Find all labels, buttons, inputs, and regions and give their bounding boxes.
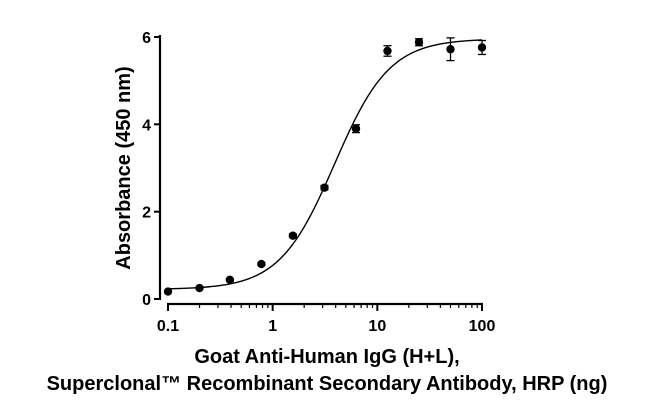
data-point xyxy=(320,183,329,192)
data-point xyxy=(446,45,455,54)
data-point xyxy=(257,259,266,269)
y-tick-label: 4 xyxy=(142,117,151,134)
x-tick-label: 100 xyxy=(469,318,496,335)
x-tick-label: 10 xyxy=(368,318,386,335)
data-point xyxy=(288,231,298,240)
x-tick-label: 1 xyxy=(268,318,277,335)
y-tick-label: 2 xyxy=(142,205,151,222)
data-point xyxy=(351,124,361,133)
data-point xyxy=(195,283,204,293)
data-point xyxy=(414,38,424,47)
y-tick-label: 0 xyxy=(142,292,151,309)
y-tick-label: 6 xyxy=(142,30,151,47)
data-point xyxy=(383,46,392,56)
fit-curve xyxy=(167,39,483,290)
data-point xyxy=(477,43,487,52)
data-point xyxy=(163,287,173,296)
x-axis-title-line-1: Goat Anti-Human IgG (H+L), xyxy=(194,346,459,368)
x-tick-label: 0.1 xyxy=(157,318,179,335)
x-axis-title-line-2: Superclonal™ Recombinant Secondary Antib… xyxy=(47,373,608,395)
fit-curve-layer xyxy=(167,39,483,290)
data-points-layer xyxy=(163,37,487,296)
y-axis-title: Absorbance (450 nm) xyxy=(113,66,135,269)
chart-axes: 0 2 4 6 0.1 1 10 100 xyxy=(142,30,495,335)
data-point xyxy=(225,275,235,284)
